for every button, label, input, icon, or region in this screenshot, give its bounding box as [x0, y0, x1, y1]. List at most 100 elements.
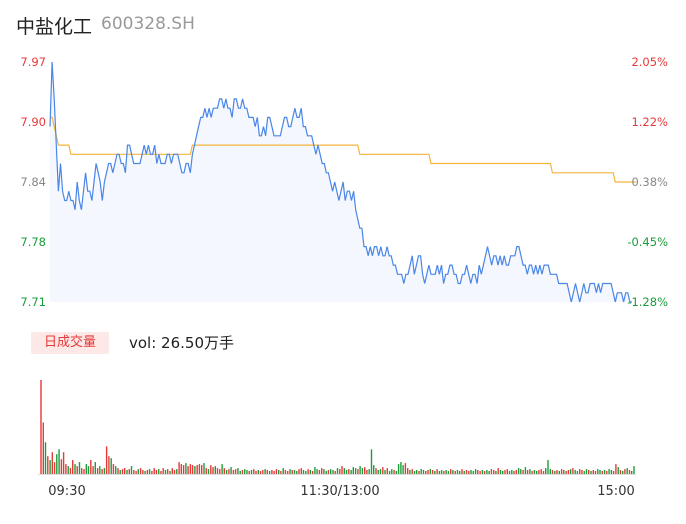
volume-bar [90, 460, 92, 474]
volume-bar [477, 470, 479, 474]
volume-bar [540, 469, 542, 474]
volume-bar [169, 471, 171, 474]
volume-bar [239, 471, 241, 474]
y-tick-left: 7.71 [20, 295, 46, 309]
volume-bar [216, 468, 219, 474]
volume-bar [180, 464, 182, 474]
stock-code: 600328.SH [101, 14, 195, 34]
volume-bar [483, 471, 486, 474]
volume-bar [162, 468, 164, 474]
volume-bar [350, 470, 352, 474]
volume-bar [244, 469, 246, 474]
volume-bar [47, 456, 49, 474]
volume-bar [296, 471, 298, 474]
volume-bar [144, 471, 146, 474]
volume-bar [67, 466, 69, 474]
volume-bar [241, 470, 244, 474]
volume-bar [176, 469, 178, 474]
average-price-line [50, 116, 637, 183]
y-tick-left: 7.90 [20, 115, 46, 129]
volume-bar [203, 463, 205, 474]
volume-bar [228, 469, 230, 474]
volume-bar [160, 471, 162, 474]
volume-bar [51, 452, 53, 474]
volume-bar [119, 470, 121, 474]
volume-bar [171, 468, 173, 474]
volume-bar [599, 470, 601, 474]
volume-bar [246, 470, 248, 474]
volume-bar [264, 469, 266, 474]
volume-bar [402, 465, 404, 474]
volume-bar [305, 471, 307, 474]
volume-bar [271, 470, 273, 474]
volume-bar [205, 468, 207, 474]
volume-bar [307, 469, 309, 474]
x-tick-label: 15:00 [597, 484, 634, 499]
volume-bar [139, 468, 142, 474]
volume-bar [551, 470, 554, 474]
volume-bar [508, 471, 511, 474]
volume-bar [130, 466, 133, 474]
volume-bar [361, 468, 364, 474]
volume-bar [318, 470, 321, 474]
volume-bar [187, 466, 189, 474]
volume-bar [259, 471, 262, 474]
volume-bar [230, 467, 232, 474]
volume-bar [499, 470, 502, 474]
volume-bar [105, 446, 108, 474]
volume-bar [463, 471, 465, 474]
volume-bar [92, 466, 94, 474]
volume-bar [121, 469, 124, 474]
y-tick-right: 1.22% [631, 115, 668, 129]
volume-bar [210, 465, 212, 474]
volume-bar [461, 469, 463, 474]
volume-bar [117, 468, 119, 474]
volume-bar [69, 468, 72, 474]
volume-bar [481, 470, 484, 474]
volume-bar [531, 471, 533, 474]
volume-bar [266, 470, 268, 474]
volume-bar [275, 469, 278, 474]
volume-bar [565, 471, 567, 474]
volume-bar [368, 469, 370, 474]
y-tick-right: 2.05% [631, 55, 668, 69]
volume-bar [576, 471, 579, 474]
volume-bar [479, 471, 481, 474]
volume-bar [515, 470, 517, 474]
volume-bar [189, 464, 192, 474]
volume-bar [330, 469, 332, 474]
volume-bar [146, 470, 149, 474]
volume-bar [364, 467, 366, 474]
price-area-fill [50, 62, 632, 302]
volume-bar [334, 471, 336, 474]
volume-bar [237, 468, 239, 474]
volume-bar [115, 466, 117, 474]
volume-bar [40, 380, 42, 474]
volume-bar [85, 464, 87, 474]
volume-bar [253, 469, 255, 474]
volume-bar [574, 470, 576, 474]
volume-badge: 日成交量 [31, 332, 109, 354]
volume-bar [72, 460, 74, 474]
volume-bar [486, 470, 488, 474]
volume-bar [468, 471, 470, 474]
volume-bar [413, 471, 416, 474]
volume-bar [128, 469, 130, 474]
volume-bar [612, 471, 615, 474]
volume-bar [173, 470, 176, 474]
y-tick-left: 7.78 [20, 235, 46, 249]
volume-bar [201, 465, 203, 474]
volume-bar [624, 469, 626, 474]
volume-bar [158, 469, 160, 474]
volume-bar [472, 471, 474, 474]
volume-bar [384, 470, 386, 474]
volume-bar [456, 470, 459, 474]
volume-bar [517, 468, 520, 474]
volume-bar [454, 471, 456, 474]
volume-bar [493, 470, 495, 474]
volume-bar [520, 469, 522, 474]
volume-bar [524, 467, 527, 474]
y-tick-left: 7.97 [20, 55, 46, 69]
volume-bar [628, 470, 631, 474]
volume-bar [255, 471, 257, 474]
